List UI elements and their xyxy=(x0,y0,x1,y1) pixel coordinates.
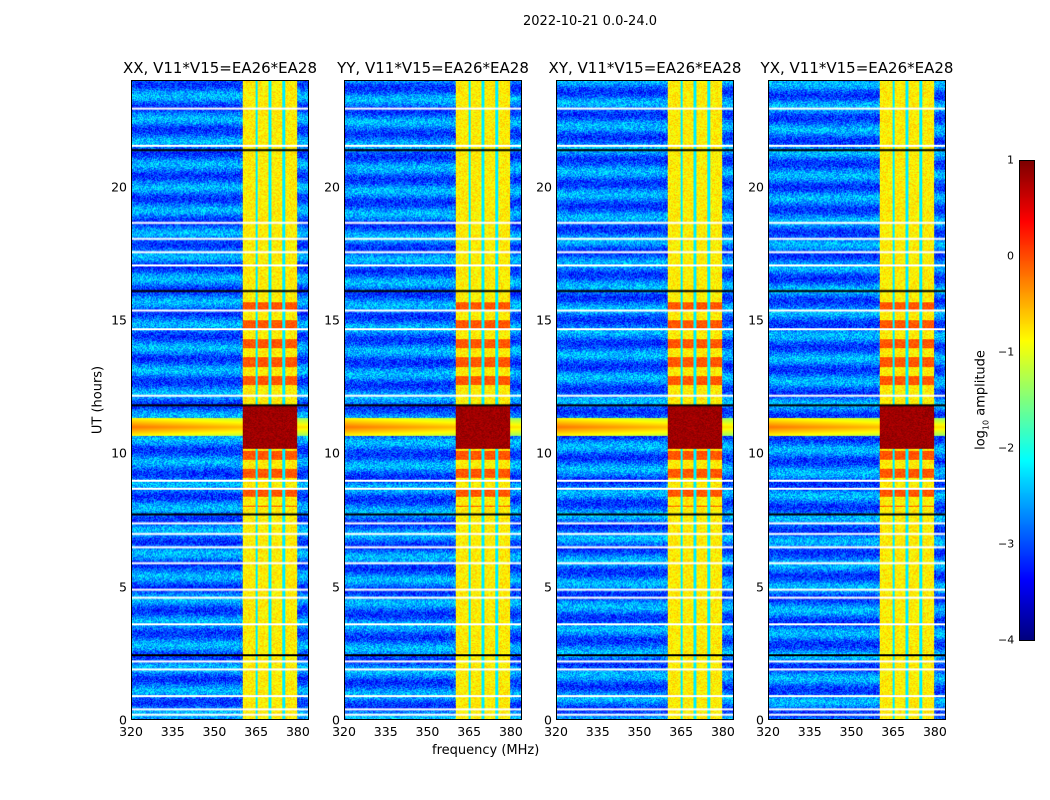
x-tick-label: 380 xyxy=(922,724,947,739)
y-tick-label: 20 xyxy=(324,179,340,195)
x-tick-label: 335 xyxy=(160,724,185,739)
panel-title: YY, V11*V15=EA26*EA28 xyxy=(337,59,529,77)
figure-suptitle: 2022-10-21 0.0-24.0 xyxy=(523,14,657,29)
x-tick-label: 380 xyxy=(710,724,735,739)
colorbar-label: log10 amplitude xyxy=(973,350,991,450)
colorbar-tick-label: −4 xyxy=(998,633,1015,647)
x-tick-label: 335 xyxy=(797,724,822,739)
colorbar-tick-label: −2 xyxy=(998,441,1015,455)
panel-title: XX, V11*V15=EA26*EA28 xyxy=(122,59,318,77)
x-tick-label: 320 xyxy=(544,724,568,739)
y-tick-label: 10 xyxy=(111,445,127,461)
y-tick-label: 5 xyxy=(119,579,127,595)
x-tick-label: 350 xyxy=(415,724,440,739)
y-tick-label: 5 xyxy=(332,579,340,595)
colorbar-tick-label: −1 xyxy=(998,345,1015,359)
x-tick-label: 350 xyxy=(202,724,227,739)
x-tick-label: 335 xyxy=(585,724,610,739)
y-tick-label: 15 xyxy=(748,312,764,328)
x-tick-label: 365 xyxy=(669,724,694,739)
colorbar-tick-label: 1 xyxy=(1007,153,1014,167)
y-tick-label: 10 xyxy=(324,445,340,461)
panel-title: XY, V11*V15=EA26*EA28 xyxy=(548,59,742,77)
colorbar-tick-label: 0 xyxy=(1007,249,1014,263)
x-tick-label: 365 xyxy=(457,724,482,739)
y-tick-label: 15 xyxy=(111,312,127,328)
x-tick-label: 320 xyxy=(756,724,780,739)
waterfall-heatmap-yy xyxy=(344,80,522,720)
y-tick-label: 20 xyxy=(111,179,127,195)
y-tick-label: 10 xyxy=(536,445,552,461)
x-tick-label: 380 xyxy=(285,724,310,739)
x-tick-label: 320 xyxy=(119,724,143,739)
y-axis-label: UT (hours) xyxy=(90,365,106,435)
y-tick-label: 0 xyxy=(119,712,127,728)
colorbar-tick-label: −3 xyxy=(998,537,1015,551)
x-tick-label: 335 xyxy=(373,724,398,739)
y-tick-label: 0 xyxy=(544,712,552,728)
waterfall-heatmap-xy xyxy=(556,80,734,720)
y-tick-label: 5 xyxy=(756,579,764,595)
x-tick-label: 365 xyxy=(244,724,269,739)
y-tick-label: 20 xyxy=(748,179,764,195)
y-tick-label: 15 xyxy=(324,312,340,328)
y-tick-label: 0 xyxy=(332,712,340,728)
y-tick-label: 5 xyxy=(544,579,552,595)
x-tick-label: 380 xyxy=(498,724,523,739)
x-axis-label: frequency (MHz) xyxy=(432,743,540,758)
waterfall-heatmap-xx xyxy=(131,80,309,720)
x-tick-label: 365 xyxy=(881,724,906,739)
x-tick-label: 350 xyxy=(839,724,864,739)
colorbar xyxy=(1019,160,1035,641)
y-tick-label: 10 xyxy=(748,445,764,461)
y-tick-label: 15 xyxy=(536,312,552,328)
x-tick-label: 350 xyxy=(627,724,652,739)
panel-title: YX, V11*V15=EA26*EA28 xyxy=(760,59,954,77)
x-tick-label: 320 xyxy=(332,724,356,739)
waterfall-heatmap-yx xyxy=(768,80,946,720)
y-tick-label: 20 xyxy=(536,179,552,195)
y-tick-label: 0 xyxy=(756,712,764,728)
